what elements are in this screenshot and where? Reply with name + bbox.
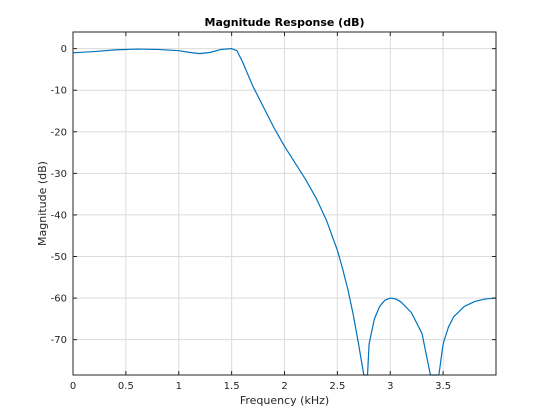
x-tick-label: 3 bbox=[387, 381, 393, 392]
y-tick-label: -30 bbox=[51, 169, 67, 180]
y-tick-label: -10 bbox=[51, 86, 67, 97]
x-tick-label: 0 bbox=[70, 381, 76, 392]
chart-title: Magnitude Response (dB) bbox=[205, 16, 365, 29]
y-tick-label: -20 bbox=[51, 127, 67, 138]
x-tick-label: 1.5 bbox=[224, 381, 240, 392]
x-tick-label: 2 bbox=[281, 381, 287, 392]
y-axis-label: Magnitude (dB) bbox=[36, 161, 49, 246]
ticks: 0 0.5 1 1.5 2 2.5 3 3.5 0 -10 -20 -30 -40 -50 -60 -70 bbox=[51, 32, 496, 392]
x-axis-label: Frequency (kHz) bbox=[240, 394, 329, 407]
x-tick-label: 2.5 bbox=[329, 381, 345, 392]
y-tick-label: 0 bbox=[61, 44, 67, 55]
y-tick-label: -50 bbox=[51, 252, 67, 263]
x-tick-label: 0.5 bbox=[118, 381, 134, 392]
x-tick-label: 3.5 bbox=[435, 381, 451, 392]
x-tick-label: 1 bbox=[176, 381, 182, 392]
y-tick-label: -60 bbox=[51, 294, 67, 305]
y-tick-label: -40 bbox=[51, 210, 67, 221]
y-tick-label: -70 bbox=[51, 335, 67, 346]
